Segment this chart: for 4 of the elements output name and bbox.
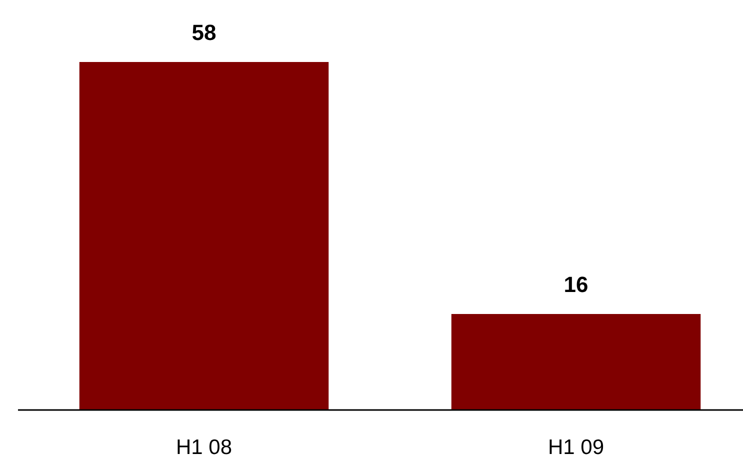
data-label: 58	[192, 20, 216, 45]
data-label: 16	[564, 272, 588, 297]
x-tick-label: H1 08	[176, 436, 232, 459]
x-tick-label: H1 09	[548, 436, 604, 459]
